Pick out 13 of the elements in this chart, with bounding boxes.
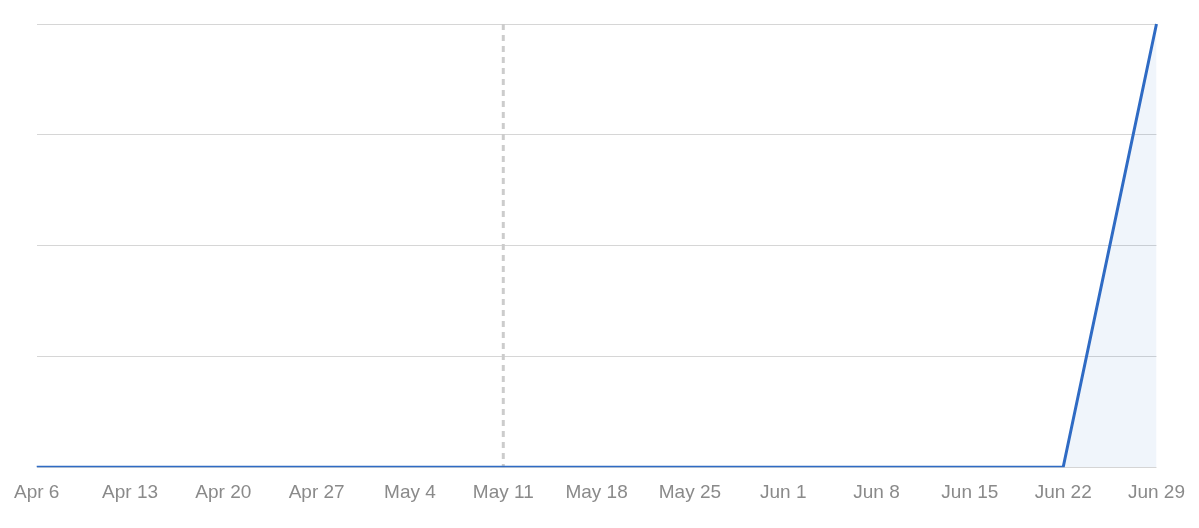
x-tick-label: May 18: [565, 480, 628, 502]
x-tick-label: Jun 29: [1127, 480, 1185, 502]
x-tick-label: Apr 20: [195, 480, 252, 502]
x-tick-label: Jun 15: [941, 480, 999, 502]
x-tick-label: Apr 27: [288, 480, 345, 502]
x-tick-label: Jun 8: [853, 480, 900, 502]
x-tick-label: Apr 13: [102, 480, 159, 502]
x-tick-label: Jun 1: [759, 480, 807, 502]
x-tick-label: May 25: [658, 480, 722, 502]
x-tick-label: May 11: [472, 480, 534, 502]
x-tick-label: Jun 22: [1034, 480, 1092, 502]
x-tick-label: Apr 6: [14, 480, 60, 502]
x-tick-label: May 4: [384, 480, 437, 502]
